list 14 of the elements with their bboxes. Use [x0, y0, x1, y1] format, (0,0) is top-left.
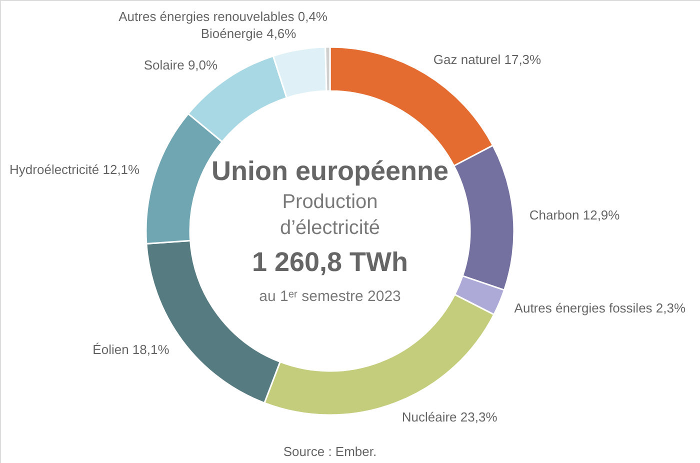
text: 1 260,8 TWh [252, 247, 408, 277]
slice-label: Charbon 12,9% [529, 207, 620, 222]
text: Union européenne [211, 156, 449, 186]
slice-label: Éolien 18,1% [92, 342, 170, 358]
slice-label: Autres énergies renouvelables 0,4% [118, 8, 328, 24]
text: Production d’électricité [280, 191, 380, 239]
slice-label: Solaire 9,0% [144, 58, 218, 73]
slice-label: Nucléaire 23,3% [402, 410, 498, 425]
slice-label: Hydroélectricité 12,1% [10, 162, 140, 177]
slice-label: Autres énergies fossiles 2,3% [514, 300, 686, 316]
slice-label: Gaz naturel 17,3% [433, 52, 542, 67]
slice-label: Bioénergie 4,6% [200, 26, 297, 41]
source-note: Source : Ember. [283, 444, 377, 459]
text: au 1ᵉʳ semestre 2023 [259, 288, 401, 305]
